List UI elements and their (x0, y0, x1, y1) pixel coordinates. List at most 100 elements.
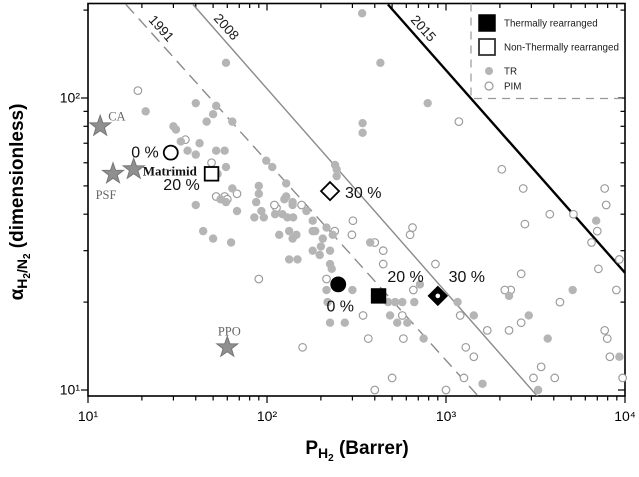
tr-point (332, 165, 341, 174)
tr-point (191, 98, 200, 108)
tr-point (332, 171, 341, 181)
pim-point (601, 200, 611, 210)
legend-swatch-dot-open (484, 81, 494, 91)
star-label-ca: CA (108, 109, 125, 123)
tr-point (365, 238, 375, 247)
tr-point (340, 318, 349, 327)
ntr-percent-label: 20 % (163, 177, 199, 194)
pim-point (441, 385, 451, 395)
tr-point (226, 238, 236, 247)
tr-point (228, 184, 237, 193)
pim-point (378, 259, 388, 269)
tr-point (615, 352, 624, 361)
tr-point (591, 216, 601, 225)
pim-point (431, 259, 440, 269)
upper-bound-lines (125, 3, 625, 396)
pim-point (399, 334, 408, 343)
pim-point (482, 326, 492, 335)
pim-point (545, 209, 555, 219)
pim-point (459, 373, 469, 383)
tr-point (328, 230, 337, 240)
axis-title-part: H (14, 278, 30, 289)
tr-point (284, 255, 294, 264)
tr-point (376, 58, 385, 67)
pim-point (550, 373, 560, 383)
pim-point (569, 209, 578, 219)
pim-point (322, 274, 331, 284)
x-axis-title: PH2 (Barrer) (305, 438, 408, 464)
axis-title-part: (Barrer) (333, 438, 409, 459)
tr-point (423, 98, 432, 108)
pim-point (370, 385, 380, 395)
tr-point (357, 9, 367, 18)
pim-point (529, 373, 538, 383)
tr-point (268, 162, 277, 172)
tr-point (478, 379, 487, 389)
tr-point (208, 234, 218, 243)
tr-point (262, 156, 271, 165)
pim-point (516, 318, 526, 328)
star-label-psf: PSF (96, 188, 117, 202)
tr-percent-label: 0 % (326, 298, 354, 315)
tr-point (308, 216, 317, 225)
tr-point (169, 122, 178, 131)
axis-ticks (81, 3, 626, 403)
tr-point (216, 195, 225, 204)
tr-point (410, 297, 419, 307)
pim-point (133, 86, 143, 95)
ntr-percent-label: 30 % (345, 185, 381, 202)
tr-point (419, 334, 428, 343)
pim-point (516, 269, 526, 279)
tr-circle-marker (330, 276, 347, 293)
tr-point (202, 117, 211, 126)
pim-point (600, 326, 610, 335)
y-tick-label: 10² (60, 90, 81, 106)
tr-point (228, 117, 237, 126)
upper-bound-2008 (192, 4, 539, 396)
pim-point (518, 184, 528, 193)
pim-point (520, 219, 530, 229)
tr-point (322, 285, 331, 295)
tr-point (195, 139, 204, 148)
pim-point (536, 362, 546, 372)
tr-point (283, 213, 292, 222)
legend-swatch-dot-filled (485, 67, 493, 75)
pim-point (504, 326, 514, 335)
legend-label: Non-Thermally rearranged (504, 43, 619, 54)
tr-point (316, 242, 326, 251)
pim-point (594, 264, 603, 274)
tr-point (325, 318, 335, 327)
tr-point (281, 179, 291, 188)
axis-title-part: /N (14, 259, 30, 274)
ntr-circle-marker (162, 144, 179, 161)
pim-point (207, 158, 216, 168)
upper-bound-1991 (125, 4, 480, 396)
tr-point (183, 146, 192, 155)
axis-title-part: H (318, 445, 329, 461)
tr-point (323, 297, 332, 307)
tr-point (250, 213, 259, 222)
tr-point (415, 280, 425, 289)
tr-point (315, 250, 324, 260)
tr-point (284, 226, 294, 236)
pim-point (602, 334, 612, 343)
legend-label: PIM (504, 82, 521, 93)
pim-point (232, 189, 242, 199)
tr-point (325, 246, 335, 255)
pim-point (408, 285, 418, 295)
pim-point (408, 223, 417, 232)
pim-point (592, 226, 602, 236)
tr-center-dot (435, 293, 441, 299)
pim-point (497, 164, 507, 174)
axis-title-part: 2 (22, 253, 33, 260)
tr-point (318, 234, 328, 243)
tr-point (403, 318, 412, 327)
pim-point (297, 200, 306, 210)
tr-point (208, 110, 218, 119)
pim-point (455, 311, 465, 320)
star-label-ppo: PPO (218, 324, 241, 338)
legend-border (470, 3, 625, 100)
legend-label: Thermally rearranged (504, 19, 598, 30)
